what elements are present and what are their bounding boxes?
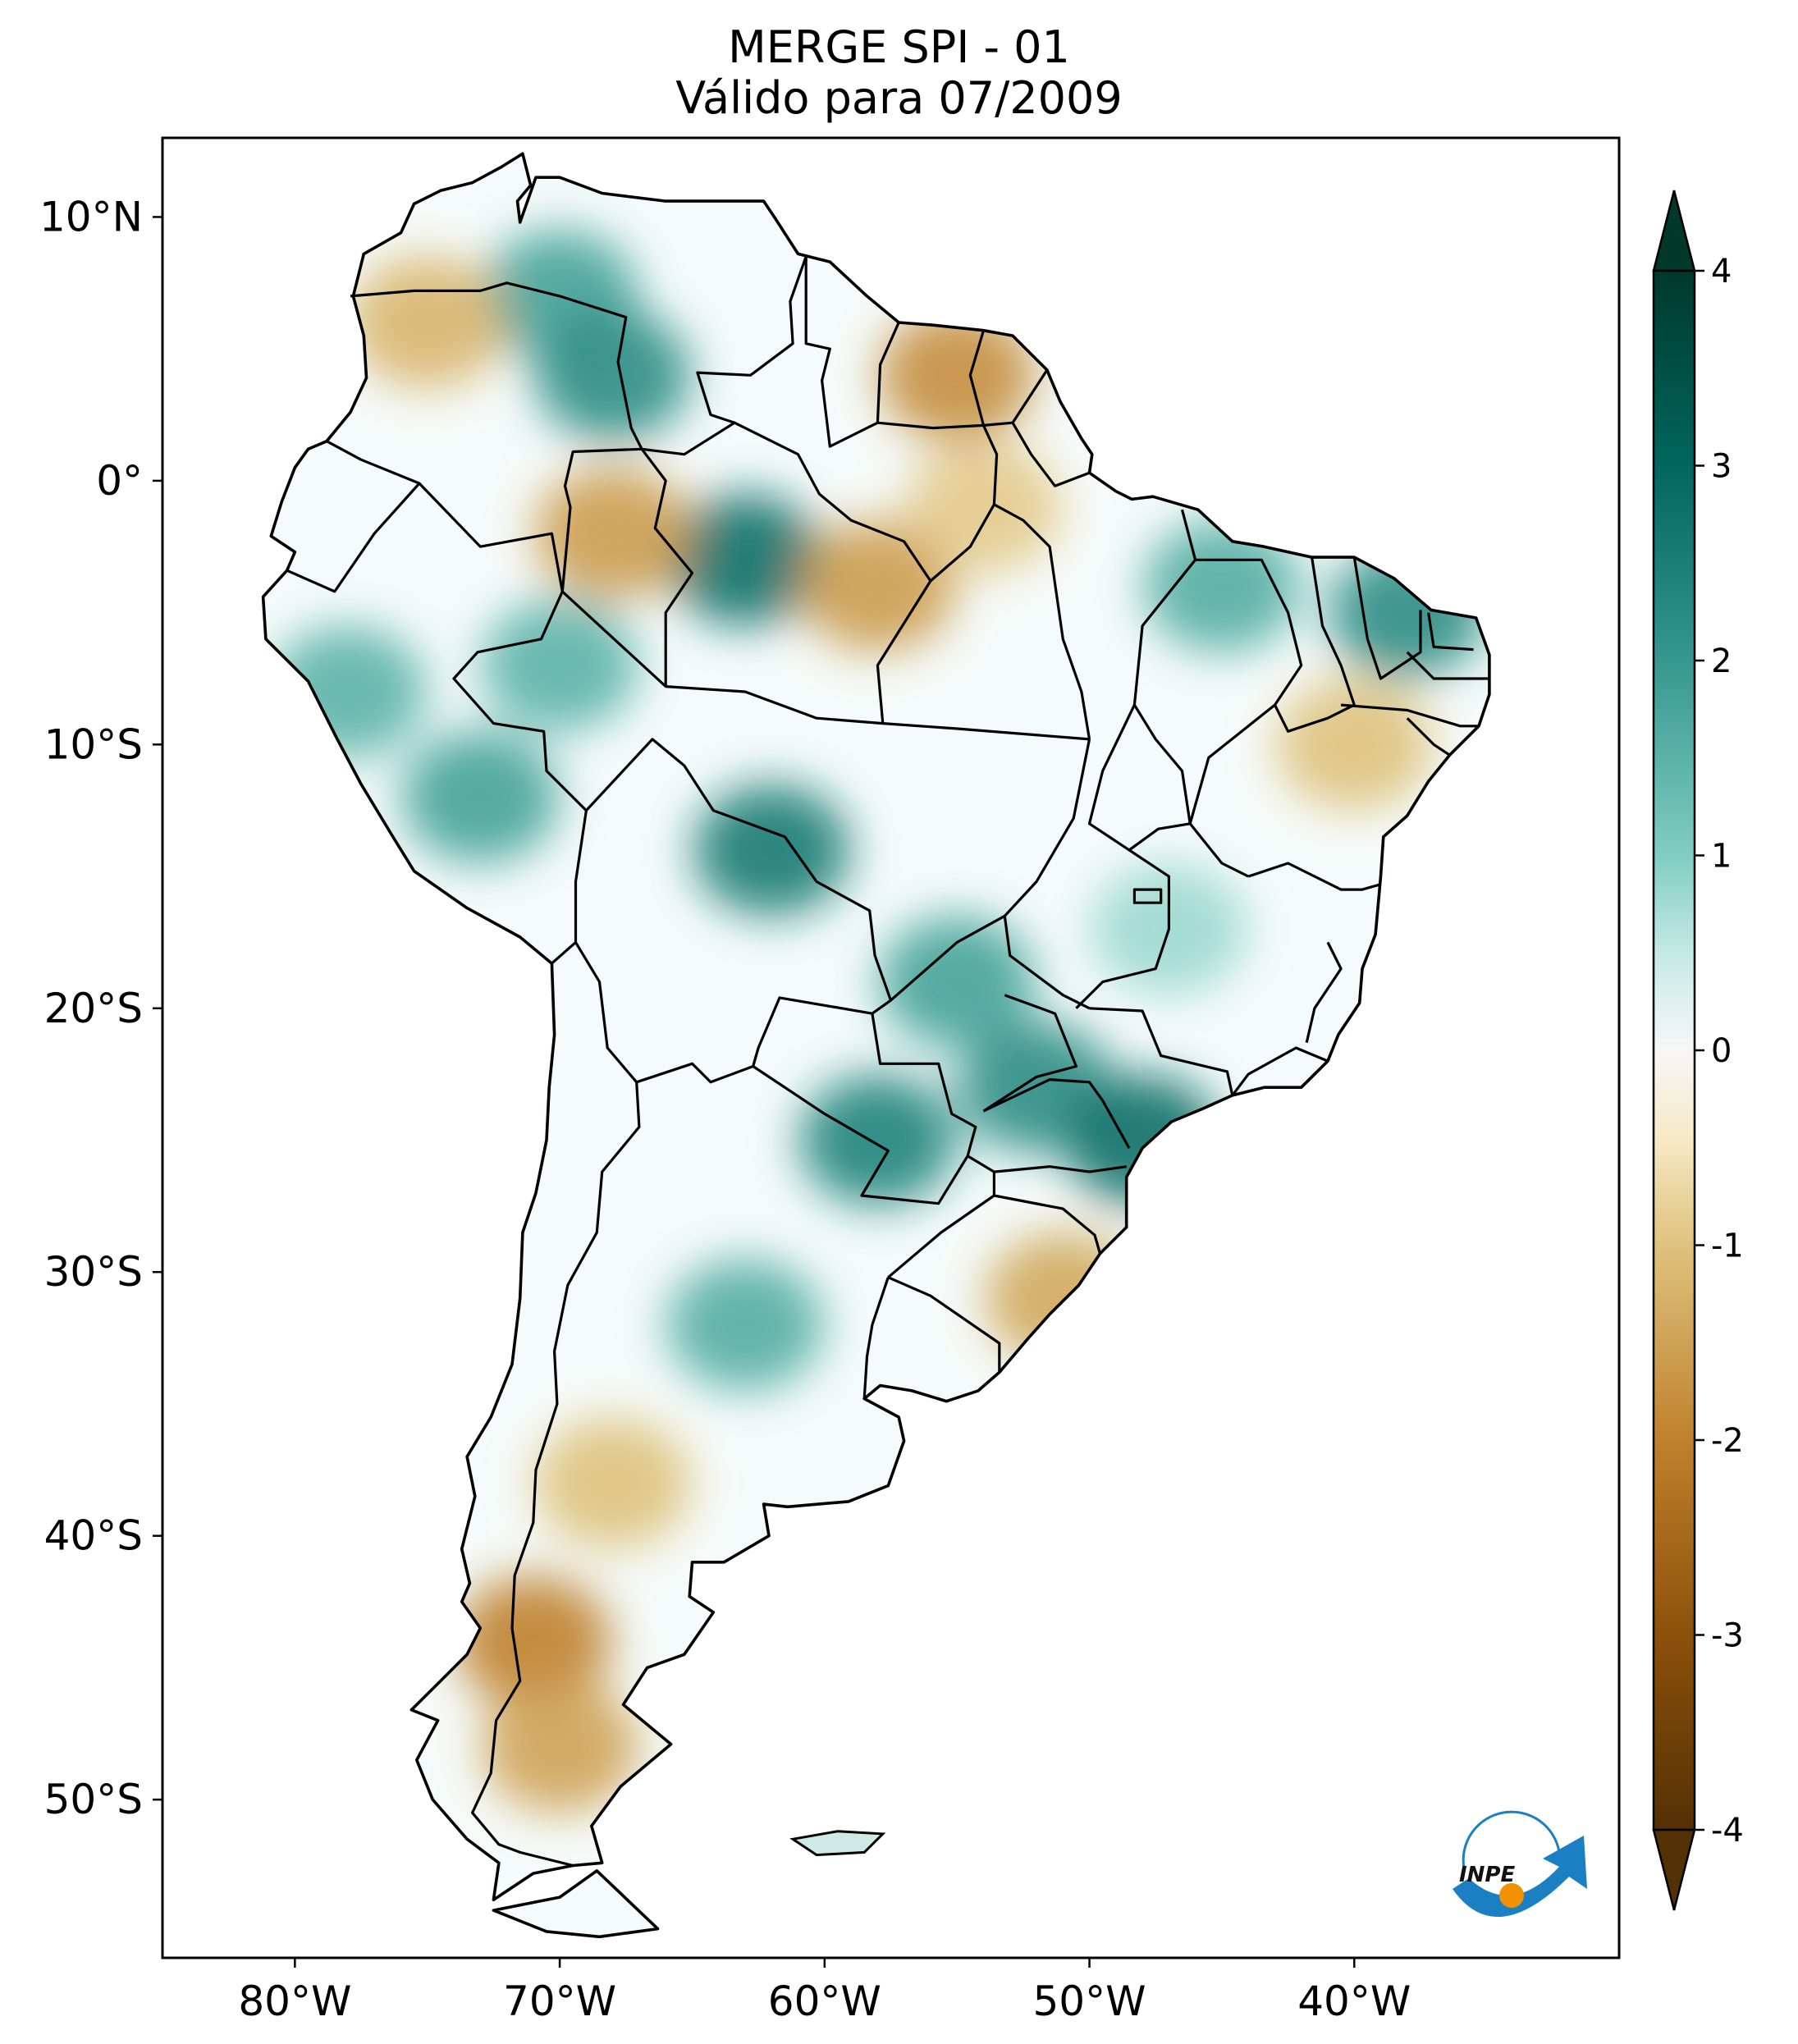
map-title: MERGE SPI - 01	[728, 21, 1070, 73]
border-line	[418, 482, 588, 965]
lon-tick-label: 60°W	[768, 1978, 881, 2025]
spi-anomaly-patch	[879, 309, 1036, 441]
lon-tick-label: 50°W	[1033, 1978, 1146, 2025]
border-line	[1075, 848, 1170, 1009]
border-line	[982, 424, 1091, 740]
colorbar: 4 3 2 1 0 -1 -2 -3 -4	[1652, 190, 1744, 1911]
logo-dot-icon	[1499, 1883, 1524, 1908]
colorbar-tick-label: 3	[1711, 448, 1732, 486]
border-line	[1406, 717, 1451, 757]
coastline	[261, 152, 1491, 1939]
spi-anomaly-patch	[534, 309, 691, 441]
inpe-logo: INPE	[1453, 1810, 1587, 1918]
border-line	[994, 1165, 1127, 1173]
border-line	[1087, 704, 1191, 852]
lat-tick-label: 50°S	[44, 1776, 143, 1823]
border-line	[1352, 556, 1422, 680]
lon-tick-label: 40°W	[1297, 1978, 1411, 2025]
spi-anomaly-patch	[402, 731, 559, 863]
spi-anomaly-patch	[667, 1259, 823, 1391]
colorbar-tick-label: -4	[1711, 1812, 1744, 1850]
federal-district-border	[1132, 888, 1163, 904]
border-line	[641, 256, 807, 456]
lon-tick-label: 80°W	[238, 1978, 351, 2025]
spi-anomaly-patch	[1276, 679, 1433, 811]
border-line	[1427, 612, 1474, 652]
logo-orbit-icon	[1462, 1810, 1561, 1869]
colorbar-tick-label: 4	[1711, 253, 1732, 290]
axis-ticks: 80°W 70°W 60°W 50°W 40°W 10°N 0° 10°S 20°S 30°S 40…	[39, 193, 1411, 2025]
border-line	[887, 1276, 1001, 1373]
lat-tick-label: 10°S	[44, 720, 143, 768]
border-line	[1247, 862, 1381, 891]
spi-anomaly-patch	[1143, 520, 1300, 652]
spi-anomaly-patch	[799, 1074, 956, 1206]
logo-text: INPE	[1459, 1863, 1515, 1887]
spi-anomaly-patch	[482, 599, 638, 731]
lat-tick-label: 0°	[96, 457, 143, 505]
spi-anomaly-patch	[879, 916, 1036, 1048]
colorbar-tick-label: -1	[1711, 1228, 1744, 1265]
colorbar-extend-min	[1652, 1828, 1696, 1911]
border-line	[734, 421, 932, 724]
colorbar-tick-label: -3	[1711, 1617, 1744, 1655]
colorbar-tick-label: -2	[1711, 1422, 1744, 1460]
border-line	[1340, 703, 1479, 728]
lat-tick-label: 20°S	[44, 985, 143, 1032]
border-line	[929, 504, 995, 583]
spi-anomaly-patch	[534, 1417, 691, 1549]
border-line	[1089, 1007, 1234, 1096]
border-line	[1305, 941, 1343, 1043]
colorbar-tick-label: 0	[1711, 1032, 1732, 1070]
border-line	[804, 256, 900, 448]
border-line	[982, 1078, 1131, 1149]
map-subtitle: Válido para 07/2009	[675, 72, 1123, 124]
border-line	[994, 1194, 1102, 1255]
border-line	[1011, 422, 1091, 487]
spi-anomaly-patch	[667, 494, 823, 626]
border-line	[350, 281, 643, 592]
colorbar-extend-max	[1652, 190, 1696, 272]
lat-tick-label: 10°N	[39, 193, 143, 240]
border-line	[890, 914, 1006, 1002]
border-line	[1406, 651, 1489, 680]
border-line	[640, 448, 694, 687]
colorbar-tick-label: 1	[1711, 838, 1732, 876]
spi-anomaly-patch	[799, 520, 956, 652]
spi-anomaly-patch	[693, 784, 850, 916]
spi-anomaly-patch	[349, 257, 506, 388]
map-area	[162, 138, 1619, 1958]
colorbar-tick-label: 2	[1711, 642, 1732, 680]
lat-tick-label: 40°S	[44, 1512, 143, 1560]
falkland-islands	[789, 1830, 886, 1857]
spi-anomaly-patch	[905, 441, 1062, 573]
border-line	[982, 994, 1077, 1113]
lon-tick-label: 70°W	[503, 1978, 616, 2025]
spi-anomaly-patch	[455, 1575, 611, 1708]
colorbar-gradient	[1652, 269, 1696, 1831]
border-line	[286, 440, 421, 593]
border-line	[585, 738, 893, 1084]
map-frame	[161, 136, 1621, 1959]
border-line	[1231, 1046, 1329, 1096]
spi-anomaly-patch	[482, 1680, 638, 1813]
logo-arrow-icon	[1453, 1836, 1587, 1918]
lat-tick-label: 30°S	[44, 1248, 143, 1296]
spi-anomaly-patch	[534, 468, 691, 600]
border-line	[471, 941, 641, 1868]
border-line	[862, 1277, 890, 1399]
country-borders	[286, 256, 1489, 1868]
